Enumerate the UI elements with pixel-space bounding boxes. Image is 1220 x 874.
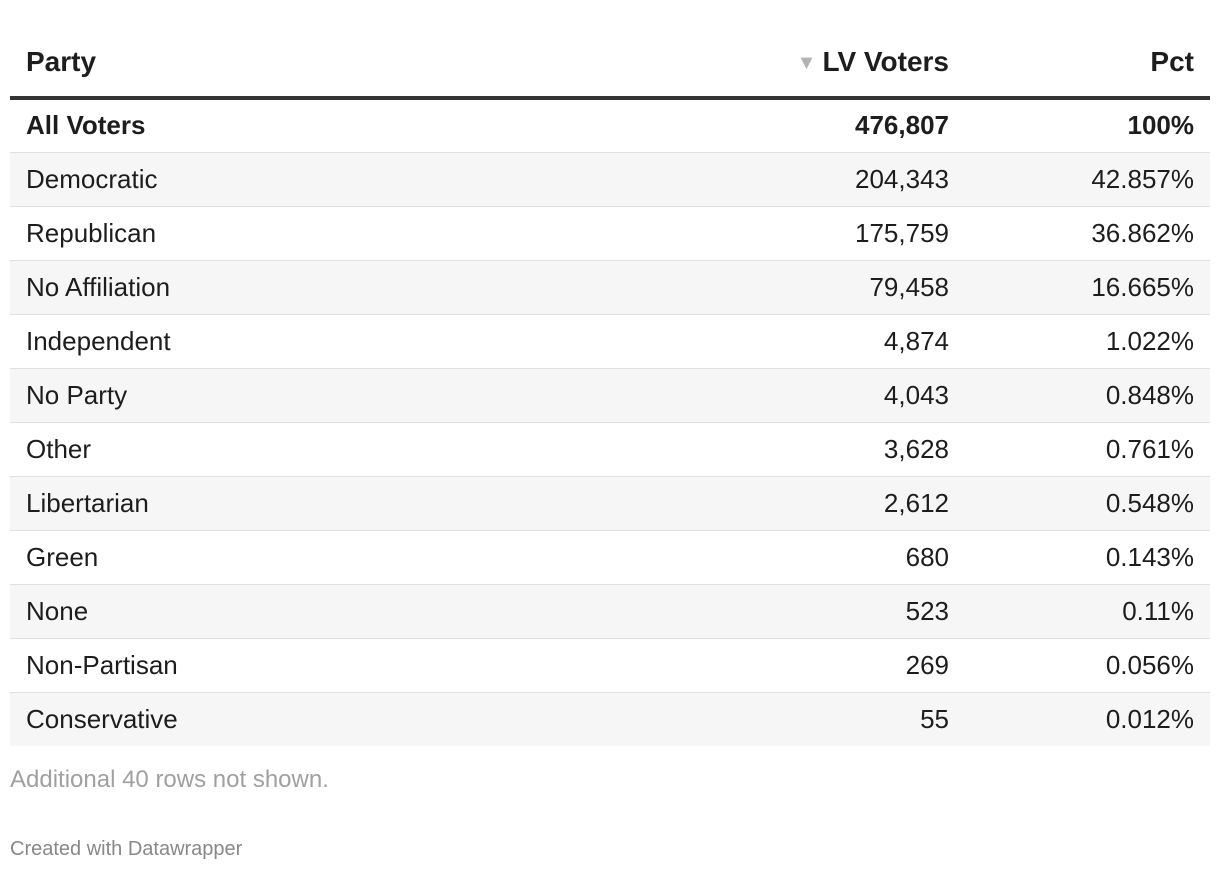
column-header-lv-voters-label: LV Voters bbox=[822, 46, 949, 77]
cell-pct: 0.056% bbox=[965, 638, 1210, 693]
table-row: Republican 175,759 36.862% bbox=[10, 206, 1210, 261]
cell-party: Green bbox=[10, 530, 710, 585]
header-row: Party ▼ LV Voters Pct bbox=[10, 28, 1210, 100]
column-header-pct[interactable]: Pct bbox=[965, 28, 1210, 100]
cell-party: Non-Partisan bbox=[10, 638, 710, 693]
cell-lv-voters: 476,807 bbox=[710, 98, 965, 153]
cell-pct: 1.022% bbox=[965, 314, 1210, 369]
cell-party: No Affiliation bbox=[10, 260, 710, 315]
table-row: Other 3,628 0.761% bbox=[10, 422, 1210, 477]
table-row: All Voters 476,807 100% bbox=[10, 98, 1210, 153]
table-row: Libertarian 2,612 0.548% bbox=[10, 476, 1210, 531]
table-row: Independent 4,874 1.022% bbox=[10, 314, 1210, 369]
cell-party: No Party bbox=[10, 368, 710, 423]
cell-pct: 0.012% bbox=[965, 692, 1210, 746]
table-row: No Party 4,043 0.848% bbox=[10, 368, 1210, 423]
cell-lv-voters: 680 bbox=[710, 530, 965, 585]
cell-pct: 0.548% bbox=[965, 476, 1210, 531]
cell-lv-voters: 523 bbox=[710, 584, 965, 639]
cell-party: Other bbox=[10, 422, 710, 477]
cell-pct: 42.857% bbox=[965, 152, 1210, 207]
sort-descending-icon: ▼ bbox=[796, 52, 817, 74]
cell-lv-voters: 55 bbox=[710, 692, 965, 746]
cell-pct: 100% bbox=[965, 98, 1210, 153]
cell-lv-voters: 79,458 bbox=[710, 260, 965, 315]
table-row: Democratic 204,343 42.857% bbox=[10, 152, 1210, 207]
cell-pct: 0.848% bbox=[965, 368, 1210, 423]
cell-party: Libertarian bbox=[10, 476, 710, 531]
table-row: No Affiliation 79,458 16.665% bbox=[10, 260, 1210, 315]
data-table: Party ▼ LV Voters Pct All Voters 476,807 10… bbox=[10, 28, 1210, 746]
cell-lv-voters: 204,343 bbox=[710, 152, 965, 207]
table-row: Green 680 0.143% bbox=[10, 530, 1210, 585]
cell-party: All Voters bbox=[10, 98, 710, 153]
cell-pct: 0.11% bbox=[965, 584, 1210, 639]
cell-lv-voters: 269 bbox=[710, 638, 965, 693]
data-table-container: Party ▼ LV Voters Pct All Voters 476,807 10… bbox=[10, 28, 1210, 746]
table-row: None 523 0.11% bbox=[10, 584, 1210, 639]
cell-pct: 16.665% bbox=[965, 260, 1210, 315]
table-header: Party ▼ LV Voters Pct bbox=[10, 28, 1210, 100]
table-notes: Additional 40 rows not shown. bbox=[10, 766, 329, 793]
cell-pct: 36.862% bbox=[965, 206, 1210, 261]
cell-party: None bbox=[10, 584, 710, 639]
column-header-party[interactable]: Party bbox=[10, 28, 710, 100]
cell-lv-voters: 175,759 bbox=[710, 206, 965, 261]
cell-lv-voters: 2,612 bbox=[710, 476, 965, 531]
column-header-lv-voters[interactable]: ▼ LV Voters bbox=[710, 28, 965, 100]
cell-lv-voters: 4,043 bbox=[710, 368, 965, 423]
cell-lv-voters: 4,874 bbox=[710, 314, 965, 369]
footer-credit: Created with Datawrapper bbox=[10, 838, 243, 860]
cell-party: Democratic bbox=[10, 152, 710, 207]
cell-pct: 0.143% bbox=[965, 530, 1210, 585]
cell-party: Independent bbox=[10, 314, 710, 369]
table-row: Non-Partisan 269 0.056% bbox=[10, 638, 1210, 693]
cell-lv-voters: 3,628 bbox=[710, 422, 965, 477]
cell-pct: 0.761% bbox=[965, 422, 1210, 477]
cell-party: Republican bbox=[10, 206, 710, 261]
cell-party: Conservative bbox=[10, 692, 710, 746]
table-body: All Voters 476,807 100% Democratic 204,343 42… bbox=[10, 98, 1210, 746]
table-row: Conservative 55 0.012% bbox=[10, 692, 1210, 746]
